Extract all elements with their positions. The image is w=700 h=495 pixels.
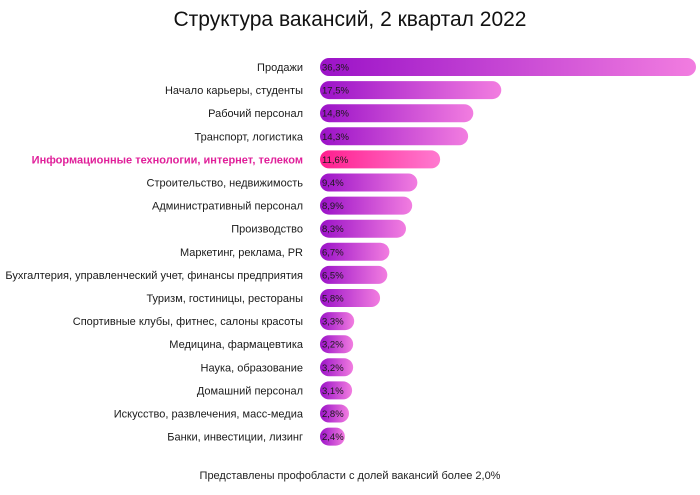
bar-6 (320, 196, 413, 215)
bar-1 (320, 81, 502, 100)
bar-15 (320, 404, 350, 423)
value-label-4: 11,6% (322, 155, 349, 166)
bar-13 (320, 358, 354, 377)
chart-footnote: Представлены профобласти с долей ваканси… (199, 470, 501, 482)
category-label-11: Спортивные клубы, фитнес, салоны красоты (73, 316, 303, 328)
category-label-9: Бухгалтерия, управленческий учет, финанс… (5, 270, 303, 282)
value-label-14: 3,1% (322, 386, 344, 397)
bar-2 (320, 104, 474, 123)
value-label-15: 2,8% (322, 409, 344, 420)
category-label-5: Строительство, недвижимость (147, 178, 304, 190)
category-label-1: Начало карьеры, студенты (165, 85, 303, 97)
category-label-14: Домашний персонал (197, 385, 303, 397)
value-label-7: 8,3% (322, 224, 344, 235)
category-label-6: Административный персонал (152, 201, 303, 213)
value-label-6: 8,9% (322, 201, 344, 212)
bar-10 (320, 289, 381, 307)
category-label-13: Наука, образование (201, 362, 303, 374)
bar-0 (320, 58, 696, 76)
category-label-7: Производство (231, 224, 303, 236)
category-label-12: Медицина, фармацевтика (169, 339, 304, 351)
bar-11 (320, 312, 355, 331)
value-label-9: 6,5% (322, 270, 344, 281)
value-label-0: 36,3% (322, 63, 349, 74)
value-label-13: 3,2% (322, 363, 344, 374)
bar-8 (320, 242, 390, 261)
value-label-16: 2,4% (322, 432, 344, 443)
category-label-4: Информационные технологии, интернет, тел… (32, 154, 303, 166)
value-label-1: 17,5% (322, 86, 349, 97)
bar-4 (320, 150, 441, 169)
chart-title: Структура вакансий, 2 квартал 2022 (173, 8, 527, 31)
category-label-0: Продажи (257, 62, 303, 74)
bar-12 (320, 335, 354, 354)
category-label-10: Туризм, гостиницы, рестораны (146, 293, 303, 305)
category-label-16: Банки, инвестиции, лизинг (167, 432, 303, 444)
category-label-2: Рабочий персонал (208, 108, 303, 120)
bar-9 (320, 265, 388, 284)
bar-7 (320, 219, 406, 238)
value-label-10: 5,8% (322, 294, 344, 305)
value-label-2: 14,8% (322, 109, 349, 120)
category-label-15: Искусство, развлечения, масс-медиа (114, 409, 304, 421)
bar-5 (320, 173, 418, 192)
value-label-11: 3,3% (322, 317, 344, 328)
chart-rows: 36,3% Продажи 17,5% Начало карьеры, студент… (5, 58, 696, 446)
bar-16 (320, 427, 345, 446)
value-label-3: 14,3% (322, 132, 349, 143)
value-label-8: 6,7% (322, 247, 344, 258)
bar-14 (320, 381, 353, 400)
bar-3 (320, 127, 469, 146)
category-label-8: Маркетинг, реклама, PR (180, 247, 303, 259)
value-label-5: 9,4% (322, 178, 344, 189)
category-label-3: Транспорт, логистика (195, 131, 304, 143)
value-label-12: 3,2% (322, 340, 344, 351)
